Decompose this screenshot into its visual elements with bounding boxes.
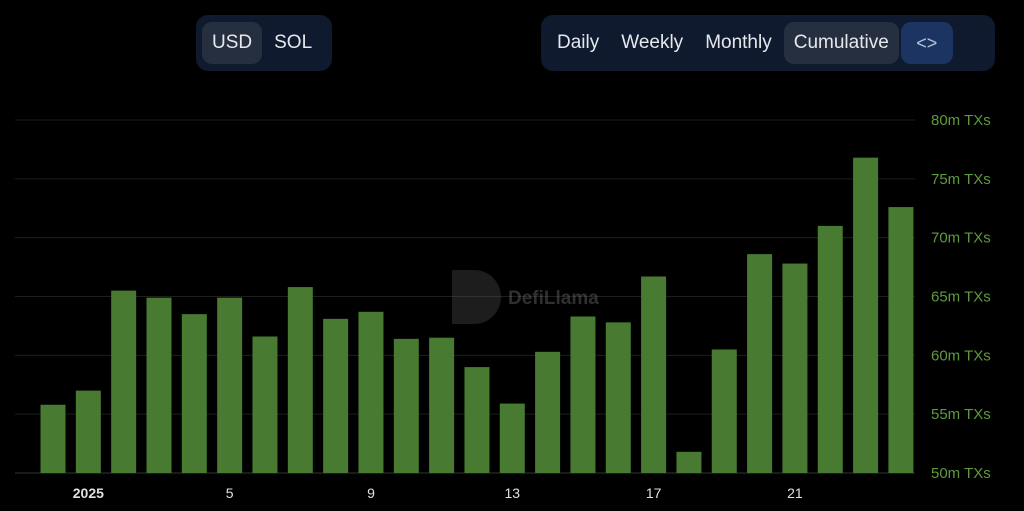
bar-18[interactable] [676,451,702,473]
y-tick-label: 60m TXs [931,347,991,364]
bar-24[interactable] [888,207,914,473]
bar-2025[interactable] [75,390,101,473]
monthly-button[interactable]: Monthly [705,32,772,53]
x-tick-label: 2025 [73,485,104,501]
y-tick-label: 70m TXs [931,230,991,247]
x-tick-label: 9 [367,485,375,501]
bar-8[interactable] [323,318,349,473]
bar-22[interactable] [817,225,843,473]
y-tick-label: 55m TXs [931,406,991,423]
y-tick-label: 80m TXs [931,112,991,129]
bar-17[interactable] [641,276,667,473]
bar-3[interactable] [146,297,172,473]
bar-13[interactable] [499,403,525,473]
usd-button[interactable]: USD [202,22,263,64]
bar-21[interactable] [782,263,808,473]
bar-16[interactable] [605,322,631,473]
bar-11[interactable] [429,337,455,473]
embed-code-icon[interactable]: <> [900,22,953,64]
period-toggle: Daily Weekly Monthly Cumulative <> [541,15,995,71]
bar-9[interactable] [358,311,384,473]
x-tick-label: 5 [226,485,234,501]
daily-button[interactable]: Daily [557,32,600,53]
bar-10[interactable] [393,338,419,473]
bar-20[interactable] [747,254,773,473]
sol-button[interactable]: SOL [274,32,313,53]
bar-12[interactable] [464,367,490,473]
bar-6[interactable] [252,336,278,473]
bar-4[interactable] [181,314,207,473]
bar-15[interactable] [570,316,596,473]
bar-23[interactable] [853,157,879,474]
defillama-logo-icon [452,270,501,324]
weekly-button[interactable]: Weekly [621,32,684,53]
y-tick-label: 65m TXs [931,289,991,306]
cumulative-button[interactable]: Cumulative [783,22,899,64]
bar-19[interactable] [711,349,737,473]
x-tick-label: 21 [787,485,803,501]
x-tick-label: 13 [505,485,521,501]
x-tick-label: 17 [646,485,662,501]
watermark-text: DefiLlama [508,288,599,309]
bar-7[interactable] [287,287,313,473]
y-tick-label: 50m TXs [931,465,991,482]
bar-31[interactable] [40,404,66,473]
bar-2[interactable] [111,290,137,473]
bar-5[interactable] [217,297,243,473]
y-tick-label: 75m TXs [931,171,991,188]
bar-14[interactable] [535,351,561,473]
currency-toggle: USD SOL [196,15,332,71]
watermark: DefiLlama [452,270,599,324]
